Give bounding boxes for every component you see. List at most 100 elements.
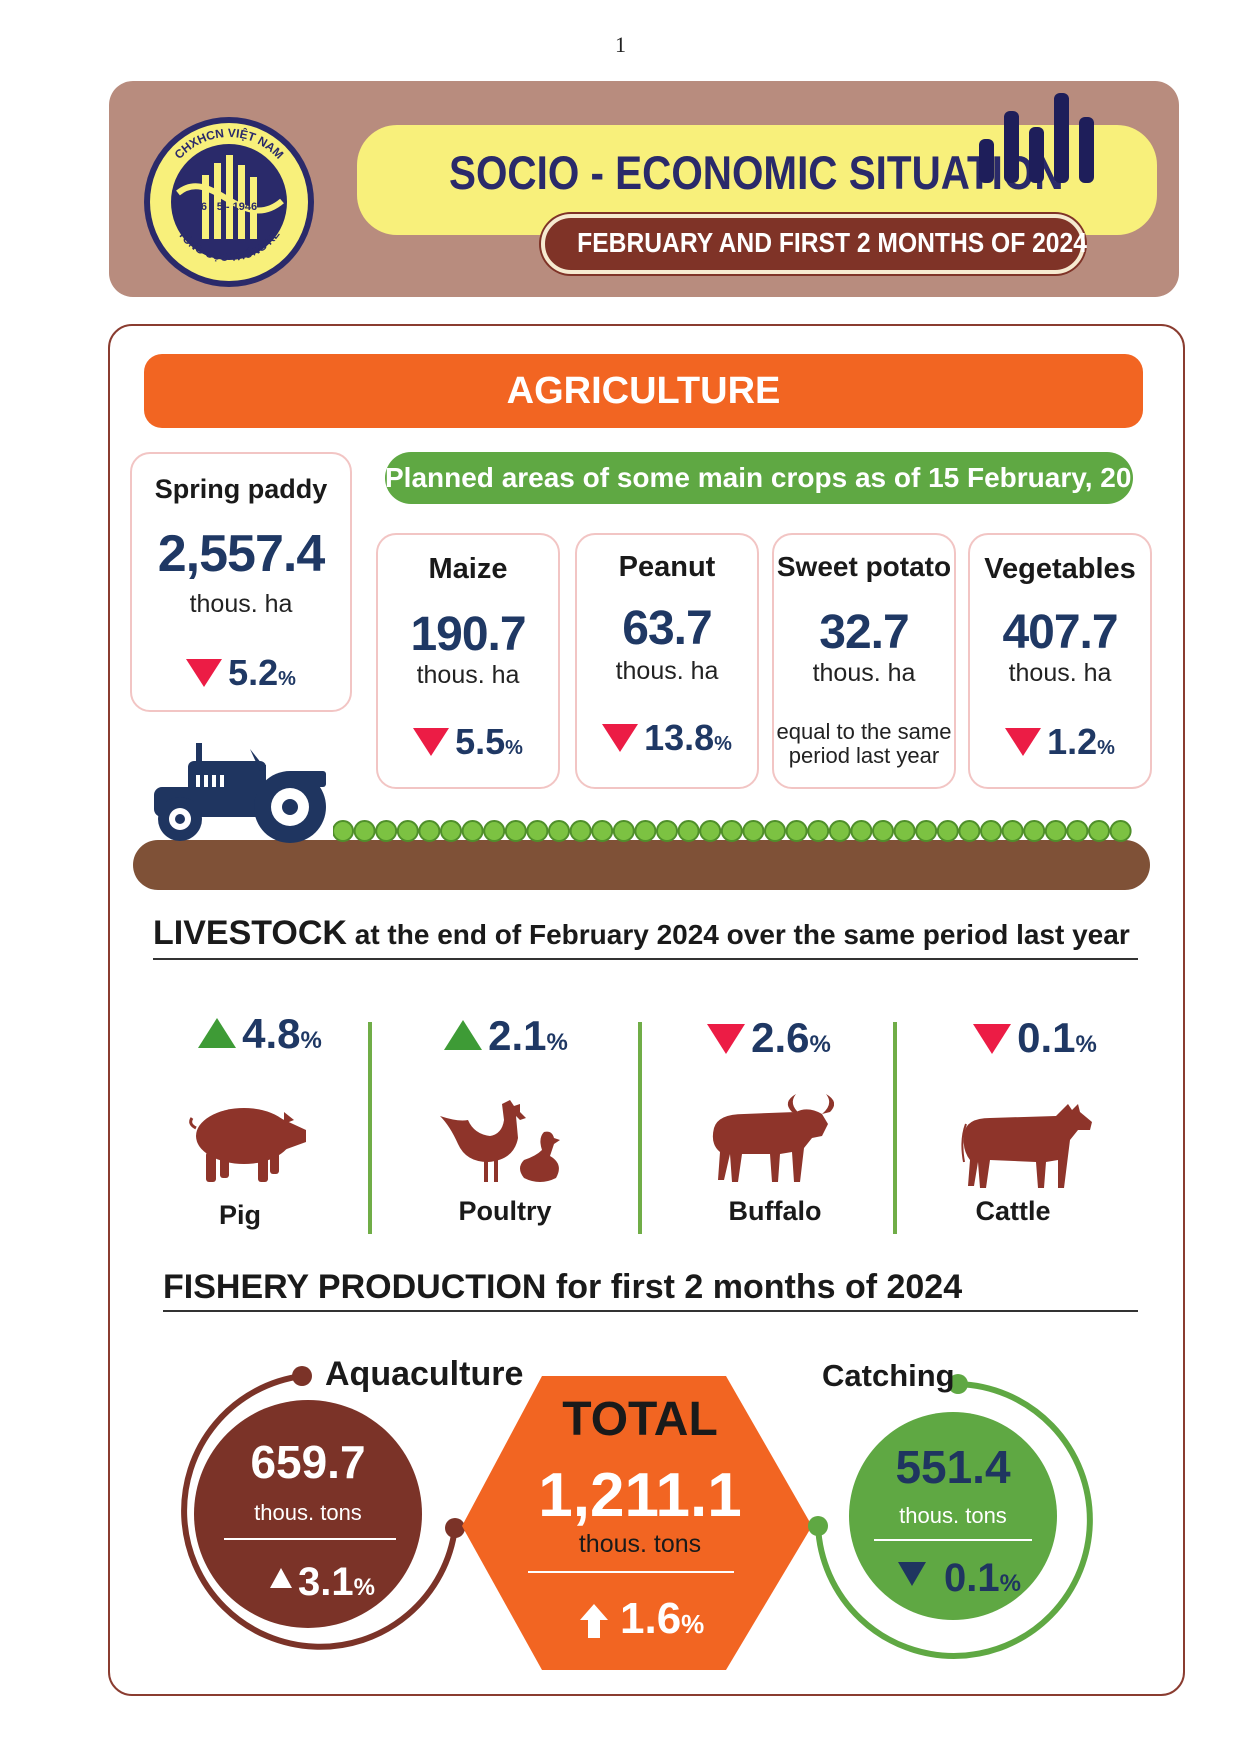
seedling-icon: [504, 820, 527, 842]
column-separator: [368, 1022, 372, 1234]
seedling-icon: [850, 820, 873, 842]
change-indicator: 13.8%: [577, 717, 757, 759]
card-unit: thous. ha: [812, 659, 916, 687]
change-indicator: 1.2%: [970, 721, 1150, 763]
seedling-icon: [677, 820, 700, 842]
seedling-icon: [333, 820, 354, 842]
down-triangle-icon: [973, 1024, 1012, 1054]
cattle-icon: [961, 1104, 1092, 1188]
seedling-icon: [612, 820, 635, 842]
livestock-heading: LIVESTOCK at the end of February 2024 ov…: [153, 914, 1130, 953]
ring-dot: [445, 1518, 465, 1538]
change-value: 2.1: [488, 1012, 547, 1059]
up-triangle-icon: [444, 1020, 483, 1050]
total-unit: thous. tons: [578, 1530, 702, 1558]
card-value: 190.7: [410, 608, 526, 661]
ring-dot: [808, 1516, 828, 1536]
seedling-icon: [1088, 820, 1110, 842]
seedling-icon: [375, 820, 398, 842]
pig-icon: [189, 1108, 306, 1182]
spring-paddy-card: Spring paddy 2,557.4 thous. ha 5.2%: [130, 452, 352, 712]
seedling-icon: [440, 820, 462, 842]
divider: [153, 958, 1138, 960]
total-label: TOTAL: [562, 1393, 718, 1446]
page-title: SOCIO - ECONOMIC SITUATION: [449, 146, 1064, 199]
seedling-icon: [353, 820, 376, 842]
buffalo-icon: [712, 1094, 834, 1182]
seedling-icon: [699, 820, 722, 842]
up-arrow-icon: [580, 1604, 608, 1638]
change-value: 2.6: [751, 1014, 810, 1061]
total-hexagon: [462, 1376, 812, 1670]
seedling-icon: [915, 820, 938, 842]
change-value: 4.8: [242, 1010, 301, 1057]
change-value: 5.2: [228, 652, 279, 693]
content-frame: [108, 324, 1185, 1696]
card-note: equal to the same: [776, 719, 952, 744]
poultry-change: 2.1%: [406, 1012, 606, 1060]
bar-chart-icon: [979, 93, 1094, 183]
aquaculture-circle: [194, 1400, 422, 1628]
crop-card-peanut: Peanut 63.7 thous. ha 13.8%: [575, 533, 759, 789]
aquaculture-label: Aquaculture: [325, 1355, 524, 1393]
ring-dot: [292, 1366, 312, 1386]
page-number: 1: [615, 32, 626, 57]
down-triangle-icon: [186, 659, 223, 687]
crop-card-vegetables: Vegetables 407.7 thous. ha 1.2%: [968, 533, 1152, 789]
seedling-icon: [1044, 820, 1067, 842]
pig-label: Pig: [218, 1200, 261, 1230]
seedling-icon: [1001, 820, 1024, 842]
card-unit: thous. ha: [189, 590, 293, 618]
livestock-heading-rest: at the end of February 2024 over the sam…: [346, 919, 1130, 950]
ring-dot: [948, 1374, 968, 1394]
logo-date: 6 - 5 - 1946: [201, 201, 257, 213]
change-value: 0.1: [1017, 1014, 1076, 1061]
seedling-icon: [742, 820, 765, 842]
change-indicator: 5.5%: [378, 721, 558, 763]
catching-circle: [849, 1412, 1057, 1620]
catching-ring: [815, 1381, 1093, 1659]
livestock-heading-bold: LIVESTOCK: [153, 914, 347, 952]
column-separator: [638, 1022, 642, 1234]
crop-card-sweet-potato: Sweet potato 32.7 thous. ha equal to the…: [772, 533, 956, 789]
change-value: 0.1: [944, 1556, 1000, 1600]
buffalo-change: 2.6%: [669, 1014, 869, 1062]
card-value: 407.7: [1002, 606, 1118, 659]
down-triangle-icon: [1005, 728, 1042, 756]
card-label: Vegetables: [984, 553, 1136, 585]
seedling-icon: [807, 820, 830, 842]
change-value: 1.2: [1047, 721, 1098, 762]
fishery-heading: FISHERY PRODUCTION for first 2 months of…: [163, 1268, 963, 1306]
percent-sign: %: [1097, 737, 1115, 759]
seedling-icon: [980, 820, 1002, 842]
cattle-change: 0.1%: [935, 1014, 1135, 1062]
card-label: Spring paddy: [154, 474, 328, 504]
percent-sign: %: [300, 1027, 322, 1054]
total-change: 1.6%: [620, 1594, 740, 1644]
seedling-icon: [936, 820, 959, 842]
seedling-icon: [483, 820, 506, 842]
percent-sign: %: [546, 1029, 568, 1056]
down-triangle-icon: [707, 1024, 746, 1054]
down-triangle-icon: [602, 724, 639, 752]
crops-banner: Planned areas of some main crops as of 1…: [385, 452, 1163, 504]
up-triangle-icon: [198, 1018, 237, 1048]
card-label: Sweet potato: [776, 551, 952, 582]
seedling-icon: [1066, 820, 1089, 842]
header-subtitle-pill: FEBRUARY AND FIRST 2 MONTHS OF 2024: [541, 214, 1087, 274]
seedling-icon: [461, 820, 484, 842]
seedling-icon: [785, 820, 808, 842]
seedling-icon: [872, 820, 894, 842]
seedling-icon: [720, 820, 743, 842]
catching-unit: thous. tons: [899, 1503, 1007, 1528]
gso-logo: CHXHCN VIỆT NAM TỔNG CỤC THỐNG KÊ 6 - 5 …: [144, 117, 314, 287]
divider: [163, 1310, 1138, 1312]
down-triangle-icon: [413, 728, 450, 756]
seedling-icon: [828, 820, 851, 842]
card-label: Peanut: [618, 551, 716, 583]
percent-sign: %: [505, 737, 523, 759]
seedling-icon: [634, 820, 657, 842]
percent-sign: %: [999, 1570, 1021, 1597]
seedling-icon: [1023, 820, 1046, 842]
percent-sign: %: [1075, 1031, 1097, 1058]
